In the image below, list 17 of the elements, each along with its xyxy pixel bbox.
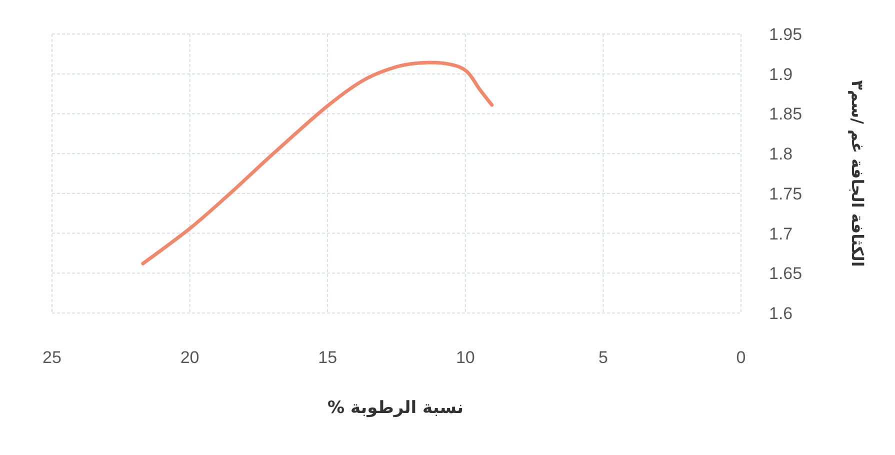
y-tick-label: 1.7 [769, 224, 793, 244]
x-tick-label: 20 [180, 348, 200, 367]
y-tick-label: 1.75 [769, 184, 802, 204]
x-tick-label: 15 [318, 348, 338, 367]
y-tick-label: 1.65 [769, 264, 802, 284]
y-tick-label: 1.6 [769, 304, 793, 323]
x-tick-label: 5 [598, 348, 608, 367]
y-tick-label: 1.95 [769, 25, 802, 44]
y-axis-title: الكثافة الجافة غم /سم٣ [848, 80, 867, 267]
y-tick-label: 1.85 [769, 104, 802, 124]
y-tick-label: 1.9 [769, 64, 793, 84]
x-tick-label: 25 [42, 348, 62, 367]
x-axis-title: نسبة الرطوبة % [328, 398, 464, 418]
line-series [141, 60, 494, 266]
x-tick-label: 10 [456, 348, 475, 367]
y-tick-label: 1.8 [769, 144, 793, 164]
x-tick-label: 0 [736, 348, 746, 367]
